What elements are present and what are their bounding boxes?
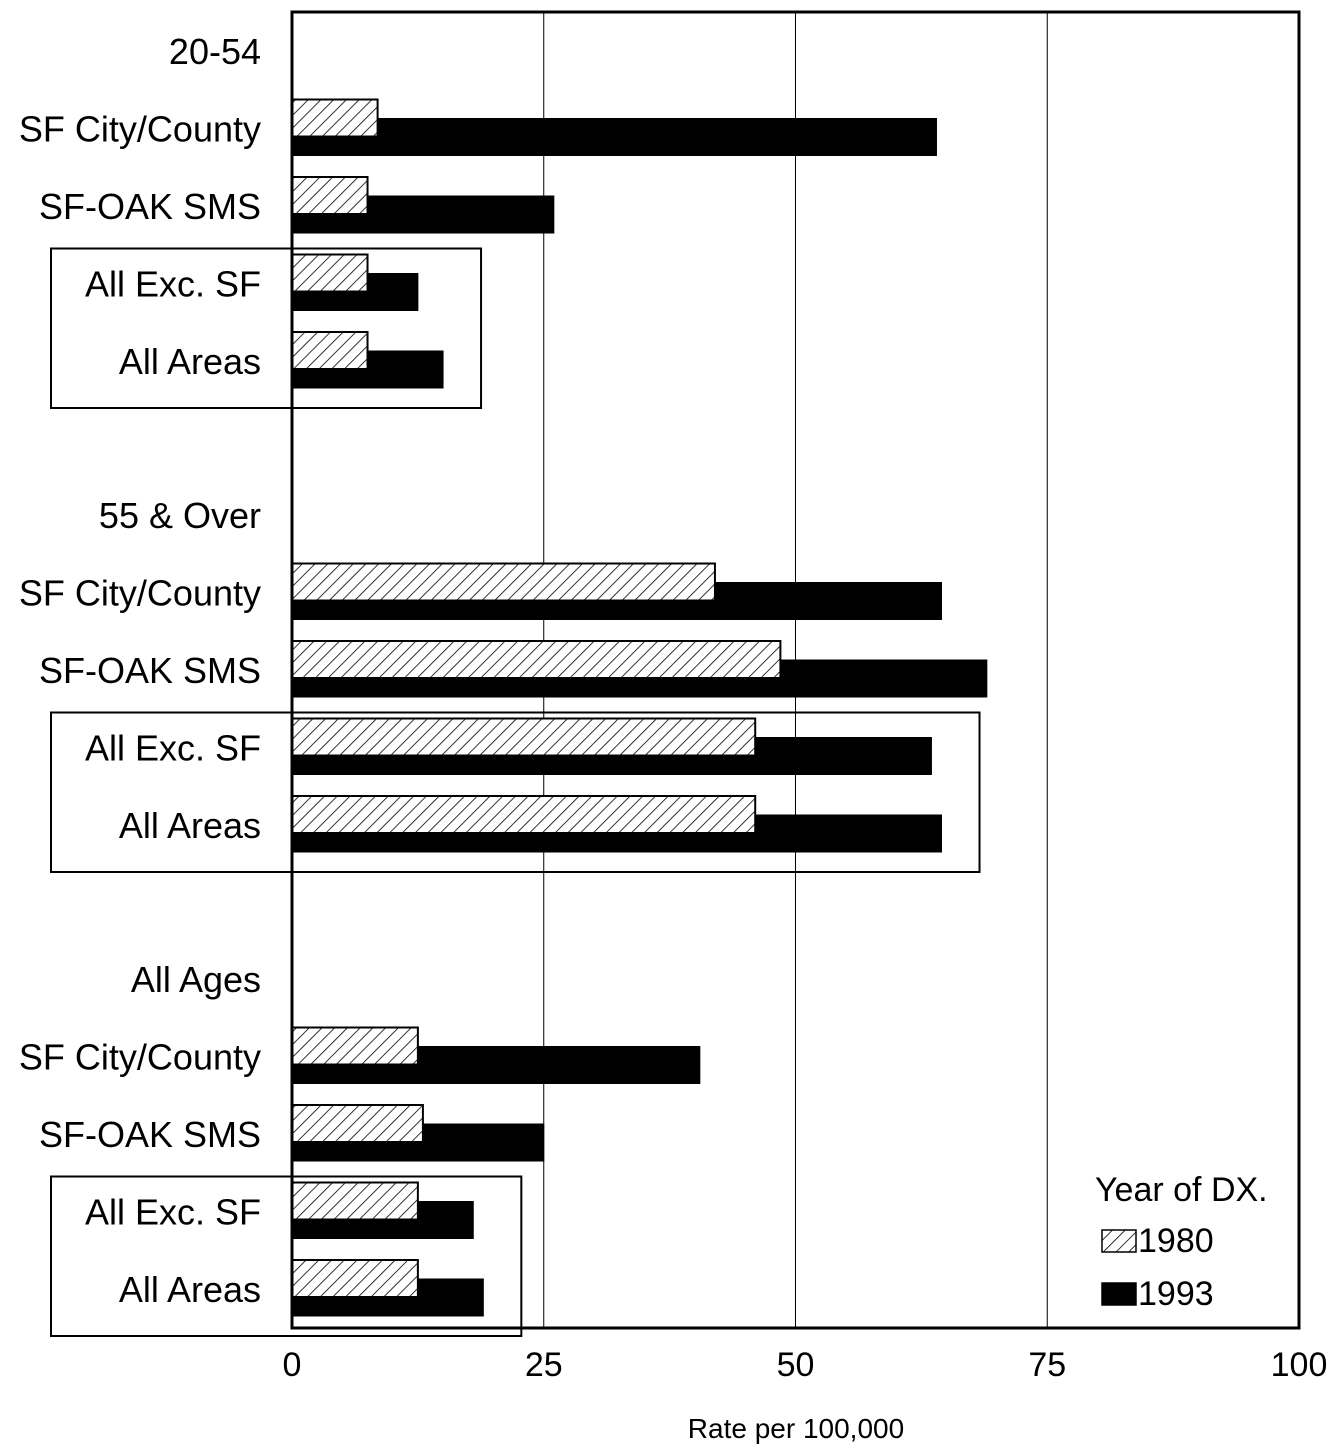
x-tick-label-25: 25 [525,1346,563,1384]
legend: Year of DX. 1980 1993 [1095,1171,1268,1313]
category-label-1-0: SF City/County [19,573,261,614]
legend-swatch-1993 [1101,1282,1137,1306]
category-label-1-1: SF-OAK SMS [39,650,261,691]
category-label-1-2: All Exc. SF [85,728,261,769]
bar-1980-2-0 [291,1026,419,1066]
legend-label-1980: 1980 [1138,1222,1214,1260]
x-axis-title: Rate per 100,000 [688,1413,904,1444]
x-tick-label-0: 0 [283,1346,302,1384]
bar-1980-0-3 [291,331,369,370]
bar-1993-0-0 [291,118,937,156]
category-label-0-3: All Areas [119,341,261,382]
group-label-2: All Ages [131,959,261,1000]
bar-1980-1-0 [291,562,716,602]
category-label-0-1: SF-OAK SMS [39,186,261,227]
bar-1980-2-2 [291,1181,419,1221]
x-tick-label-75: 75 [1028,1346,1066,1384]
category-label-2-1: SF-OAK SMS [39,1114,261,1155]
legend-swatch-1980 [1101,1229,1137,1253]
group-label-0: 20-54 [169,31,261,72]
category-box-0 [50,247,483,409]
legend-title: Year of DX. [1095,1171,1268,1209]
category-boxes [50,247,981,1337]
legend-label-1993: 1993 [1138,1275,1214,1313]
bar-1980-2-3 [291,1259,419,1298]
x-tick-label-50: 50 [777,1346,815,1384]
category-label-2-0: SF City/County [19,1037,261,1078]
bar-1980-0-1 [291,176,369,215]
group-label-1: 55 & Over [99,495,261,536]
category-label-2-3: All Areas [119,1269,261,1310]
category-box-2 [50,1175,523,1337]
category-labels: 20-54 SF City/County SF-OAK SMS All Exc. SF… [19,31,261,1310]
x-tick-labels: 0 25 50 75 100 [283,1346,1328,1384]
category-label-2-2: All Exc. SF [85,1192,261,1233]
bar-1980-1-3 [291,795,757,834]
x-tick-label-100: 100 [1271,1346,1328,1384]
bar-1980-0-2 [291,253,369,293]
category-label-1-3: All Areas [119,805,261,846]
category-box-1 [50,711,981,873]
category-label-0-2: All Exc. SF [85,264,261,305]
plot-area-frame [290,10,1301,1330]
bar-1980-1-1 [291,640,782,679]
bar-1980-1-2 [291,717,757,757]
bar-1980-2-1 [291,1104,424,1143]
category-label-0-0: SF City/County [19,109,261,150]
bars [291,98,988,1317]
bar-1980-0-0 [291,98,379,138]
